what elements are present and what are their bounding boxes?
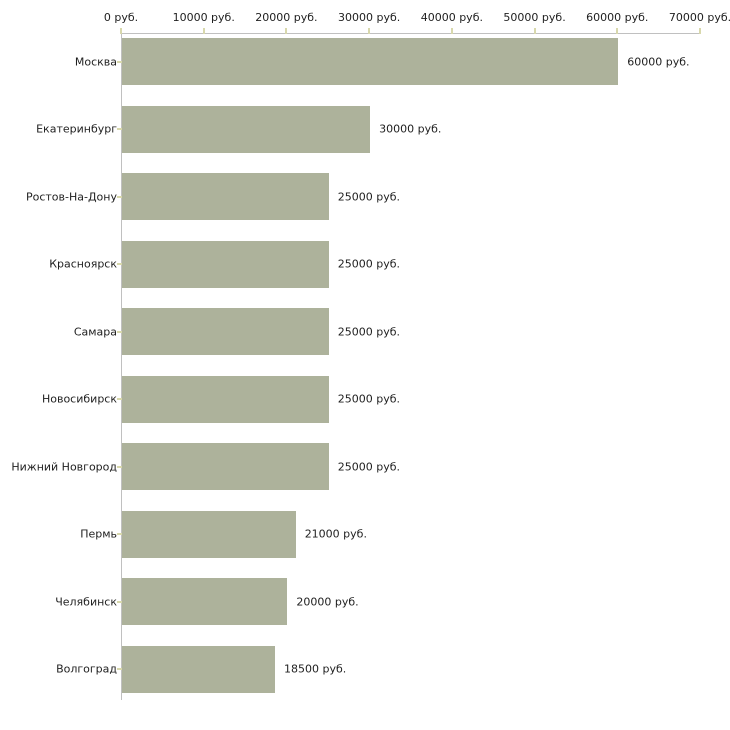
bar [122,38,619,85]
y-tick-mark [117,263,122,266]
category-label: Москва [74,55,117,68]
value-label: 60000 руб. [627,55,690,68]
y-tick-mark [117,195,122,198]
x-tick-label: 60000 руб. [586,11,649,24]
value-label: 25000 руб. [337,392,401,406]
category-label: Екатеринбург [36,122,117,136]
x-tick-mark [616,28,619,34]
y-tick-mark [117,533,122,536]
bar [122,443,329,491]
y-tick-mark [117,465,122,468]
category-label: Волгоград [56,662,117,676]
value-label: 21000 руб. [304,527,367,541]
x-tick-label: 10000 руб. [172,11,235,24]
value-label: 25000 руб. [337,325,401,339]
value-label: 30000 руб. [379,122,442,136]
x-tick-mark [285,28,288,34]
x-tick-mark [533,28,536,34]
x-tick-label: 30000 руб. [338,11,401,24]
category-label: Челябинск [55,595,117,609]
y-axis-line [121,33,122,700]
value-label: 25000 руб. [337,460,401,474]
value-label: 18500 руб. [284,662,347,676]
bar [122,308,329,356]
y-tick-mark [117,668,122,671]
x-tick-label: 50000 руб. [503,11,566,24]
bar [122,645,276,693]
category-label: Ростов-На-Дону [25,190,117,204]
x-tick-mark [368,28,371,34]
x-tick-label: 20000 руб. [255,11,318,24]
value-label: 25000 руб. [337,190,401,204]
x-tick-mark [450,28,453,34]
x-tick-label: 0 руб. [103,11,139,24]
x-tick-mark [699,28,701,34]
y-tick-mark [117,398,122,401]
y-tick-mark [117,128,122,131]
x-tick-label: 40000 руб. [420,11,483,24]
x-tick-mark [202,28,205,34]
y-tick-mark [117,600,122,603]
category-label: Пермь [80,527,117,541]
bar [122,375,329,423]
category-label: Нижний Новгород [11,460,117,474]
value-label: 20000 руб. [296,595,359,609]
y-tick-mark [117,330,122,333]
bar [122,173,329,221]
x-tick-label: 70000 руб. [668,11,730,24]
category-label: Красноярск [49,257,117,271]
category-label: Самара [73,325,117,339]
bar [122,578,288,626]
bar [122,510,296,558]
value-label: 25000 руб. [337,257,401,271]
category-label: Новосибирск [41,392,117,406]
x-axis-line [121,33,700,34]
bar [122,240,329,288]
x-tick-mark [120,28,122,34]
bar [122,105,371,153]
y-tick-mark [117,60,122,63]
